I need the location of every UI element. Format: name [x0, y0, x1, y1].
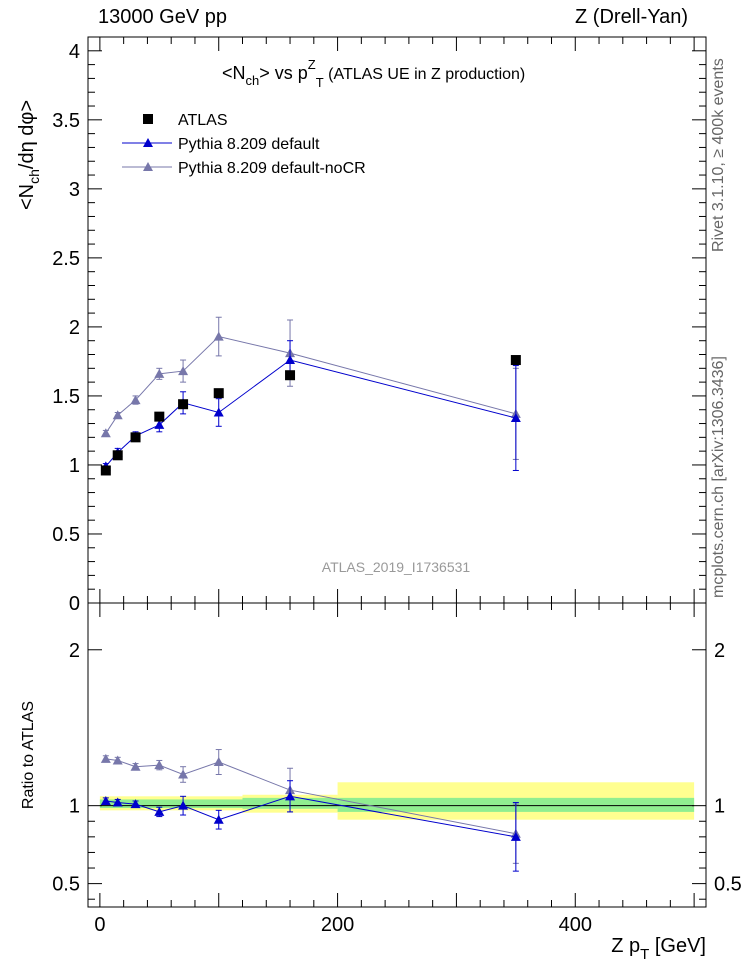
ratio-data-point	[130, 761, 141, 771]
y-tick-label: 3.5	[52, 110, 80, 132]
ratio-panel-frame	[87, 602, 707, 908]
main-data-point	[285, 355, 296, 365]
ratio-data-point	[285, 791, 296, 801]
ratio-data-point	[100, 795, 111, 805]
atlas-data-point	[154, 411, 165, 422]
ratio-data-point	[213, 814, 224, 824]
y-tick-label: 0	[69, 593, 80, 615]
y-axis-label: <Nch/dη dφ>	[16, 100, 42, 210]
atlas-data-point	[100, 465, 111, 476]
y-tick-label: 2.5	[52, 248, 80, 270]
atlas-data-point	[130, 432, 141, 443]
x-tick-label: 400	[559, 914, 592, 936]
ratio-data-point	[213, 757, 224, 767]
y-tick-label-right: 2	[714, 640, 725, 662]
x-tick-label: 200	[321, 914, 354, 936]
legend-label: Pythia 8.209 default-noCR	[178, 160, 366, 177]
atlas-data-point	[213, 388, 224, 399]
ratio-data-point	[112, 755, 123, 765]
legend-marker	[143, 138, 153, 147]
legend-marker-atlas	[143, 114, 153, 124]
main-data-point	[112, 410, 123, 420]
legend-label: Pythia 8.209 default	[178, 136, 320, 153]
ratio-data-point	[178, 800, 189, 810]
atlas-data-point	[510, 355, 521, 366]
y-tick-label: 3	[69, 179, 80, 201]
analysis-watermark: ATLAS_2019_I1736531	[322, 559, 471, 575]
y-tick-label: 2	[69, 317, 80, 339]
main-data-point	[130, 395, 141, 405]
y-tick-label: 1.5	[52, 386, 80, 408]
y-tick-label: 1	[69, 455, 80, 477]
header-process-label: Z (Drell-Yan)	[575, 6, 688, 28]
main-data-point	[100, 428, 111, 438]
main-data-point	[213, 331, 224, 341]
ratio-data-point	[130, 799, 141, 809]
ratio-data-point	[100, 753, 111, 763]
main-data-point	[178, 366, 189, 376]
y-tick-label: 2	[69, 640, 80, 662]
legend-label-atlas: ATLAS	[178, 112, 228, 129]
header-beam-label: 13000 GeV pp	[98, 6, 227, 28]
main-data-point	[154, 368, 165, 378]
main-series-line	[105, 336, 516, 434]
main-data-point	[510, 413, 521, 423]
atlas-data-point	[285, 370, 296, 381]
y-tick-label: 1	[69, 796, 80, 818]
main-data-point	[213, 407, 224, 417]
ratio-data-point	[154, 806, 165, 816]
y-tick-label-right: 0.5	[714, 874, 742, 896]
ratio-data-point	[154, 760, 165, 770]
legend-marker	[143, 162, 153, 171]
y-tick-label-right: 1	[714, 796, 725, 818]
ratio-data-point	[112, 797, 123, 807]
main-series-line	[105, 359, 516, 467]
x-axis-label: Z pT [GeV]	[611, 935, 706, 963]
ratio-data-point	[178, 769, 189, 779]
y-tick-label: 0.5	[52, 874, 80, 896]
y-tick-label: 0.5	[52, 524, 80, 546]
atlas-data-point	[112, 450, 123, 461]
chart-title: <Nch> vs pZT (ATLAS UE in Z production)	[222, 57, 525, 90]
main-data-point	[154, 419, 165, 429]
ratio-y-axis-label: Ratio to ATLAS	[20, 701, 37, 809]
ratio-data-point	[510, 831, 521, 841]
y-tick-label: 4	[69, 41, 80, 63]
ratio-series-line	[105, 795, 516, 838]
ratio-band-inner	[99, 799, 243, 809]
atlas-data-point	[178, 399, 189, 410]
x-tick-label: 0	[94, 914, 105, 936]
